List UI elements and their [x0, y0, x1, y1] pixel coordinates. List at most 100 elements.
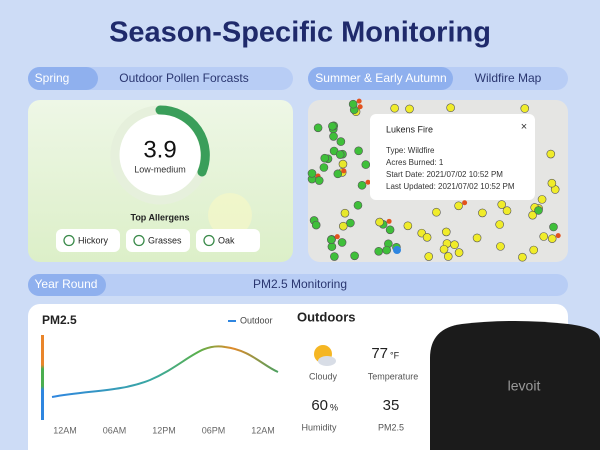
temperature-value: 77: [371, 345, 388, 362]
allergen-chip: [126, 229, 190, 252]
popup-lines: Type: Wildfire Acres Burned: 1 Start Date:…: [386, 146, 515, 191]
tag: Spring: [35, 71, 70, 85]
pm-line: [51, 345, 279, 398]
map-marker: [353, 200, 363, 210]
map-marker: [338, 159, 348, 169]
map-marker: [390, 103, 399, 113]
close-icon[interactable]: ×: [521, 121, 527, 133]
map-marker: [454, 201, 463, 211]
map-marker: [337, 238, 347, 247]
fire-marker: [365, 179, 371, 185]
fire-marker: [334, 234, 340, 240]
map-marker: [382, 245, 391, 255]
allergen-label: Grasses: [148, 235, 182, 245]
popup-line: Last Updated: 2021/07/02 10:52 PM: [386, 182, 515, 191]
x-tick-label: 12AM: [53, 425, 77, 435]
fire-marker: [462, 200, 468, 206]
map-marker: [549, 222, 558, 232]
y-axis-scale: [41, 335, 44, 420]
map-marker: [439, 244, 449, 254]
map-marker: [374, 246, 383, 256]
legend-label: Outdoor: [240, 315, 273, 325]
cloud: [318, 356, 336, 366]
map-marker: [319, 163, 329, 172]
pill-label: Wildfire Map: [475, 71, 542, 85]
map-marker: [497, 200, 507, 209]
location-pin: [393, 246, 401, 254]
map-marker: [336, 137, 346, 146]
x-labels: 12AM 06AM 12PM 06PM 12AM: [53, 425, 275, 435]
allergen-chip: [196, 229, 260, 252]
map-marker: [314, 176, 324, 185]
temperature-label: Temperature: [368, 371, 419, 381]
gauge-value: 3.9: [143, 136, 176, 163]
map-marker: [454, 248, 464, 257]
allergen-label: Hickory: [78, 235, 109, 245]
device: [430, 321, 600, 450]
x-tick-label: 12PM: [152, 425, 176, 435]
popup-line: Start Date: 2021/07/02 10:52 PM: [386, 170, 503, 179]
map-marker: [534, 206, 543, 215]
map-marker: [326, 235, 336, 244]
pm25-label: PM2.5: [378, 422, 404, 432]
map-marker: [385, 225, 395, 235]
allergen-chip: [56, 229, 120, 252]
brand-logo: levoit: [508, 378, 541, 394]
map-marker: [432, 207, 441, 217]
pill-tag: [308, 67, 453, 90]
map-marker: [424, 252, 434, 261]
allergen-icon: [63, 234, 75, 247]
popup-title: Lukens Fire: [386, 124, 433, 134]
map-marker: [311, 220, 321, 230]
gauge-level: Low-medium: [134, 164, 186, 174]
map-marker: [329, 132, 338, 141]
map-marker: [520, 104, 530, 113]
pill-label: PM2.5 Monitoring: [253, 277, 347, 291]
allergen-icon: [133, 234, 145, 247]
map-marker: [350, 251, 359, 261]
allergen-icon: [203, 234, 215, 247]
map-marker: [340, 208, 350, 218]
map-marker: [375, 217, 384, 227]
map-marker: [441, 227, 451, 237]
map-marker: [547, 178, 557, 188]
map-marker: [443, 252, 453, 261]
map-marker: [539, 232, 549, 241]
pill-tag: [28, 67, 98, 90]
map-marker: [335, 150, 345, 159]
map-marker: [495, 220, 504, 229]
fire-marker: [341, 168, 347, 174]
chart-title: PM2.5: [42, 313, 77, 327]
map-marker: [333, 169, 343, 179]
popup: [370, 114, 535, 200]
map-marker: [546, 149, 556, 159]
map-marker: [330, 252, 339, 261]
map-marker: [450, 240, 459, 250]
humidity-label: Humidity: [301, 422, 337, 432]
map-marker: [446, 103, 455, 113]
sun-cloud-icon: [314, 345, 336, 366]
allergen-label: Oak: [218, 235, 235, 245]
humidity-unit: %: [330, 402, 338, 412]
gauge-arc: [155, 105, 210, 177]
map-marker: [502, 206, 512, 216]
tag: Year Round: [35, 277, 98, 291]
outdoors-title: Outdoors: [297, 309, 356, 324]
popup-line: Acres Burned: 1: [386, 158, 444, 167]
map-marker: [537, 195, 547, 204]
pill: [28, 274, 568, 296]
allergen-chips: Hickory Grasses Oak: [56, 229, 260, 252]
popup-line: Type: Wildfire: [386, 146, 435, 155]
allergens-title: Top Allergens: [130, 212, 189, 222]
pm25-value: 35: [383, 397, 400, 414]
title: Season-Specific Monitoring: [109, 17, 491, 49]
map-marker: [496, 242, 505, 251]
map-marker: [547, 234, 557, 243]
map-marker: [338, 221, 348, 231]
map-marker: [313, 123, 323, 133]
pill-label: Outdoor Pollen Forcasts: [119, 71, 248, 85]
map-marker: [518, 252, 527, 262]
map-marker: [403, 221, 413, 231]
tag: Summer & Early Autumn: [315, 71, 446, 85]
